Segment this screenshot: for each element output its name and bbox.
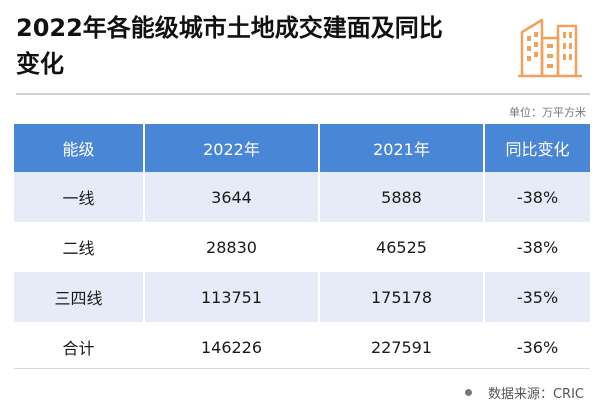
cell-2021: 175178 — [319, 272, 485, 322]
page-title: 2022年各能级城市土地成交建面及同比变化 — [16, 14, 443, 78]
cell-2022: 3644 — [144, 172, 320, 222]
unit-label: 单位：万平方米 — [509, 106, 586, 119]
table-row: 合计 146226 227591 -36% — [14, 322, 590, 372]
title-divider — [16, 93, 590, 95]
city-buildings-icon — [518, 18, 582, 78]
cell-yoy: -35% — [484, 272, 590, 322]
header-2021: 2021年 — [319, 124, 485, 172]
cell-2021: 5888 — [319, 172, 485, 222]
cell-2021: 46525 — [319, 222, 485, 272]
cell-tier: 合计 — [14, 322, 145, 372]
table-row: 三四线 113751 175178 -35% — [14, 272, 590, 322]
cell-yoy: -38% — [484, 222, 590, 272]
source-label: 数据来源：CRIC — [487, 387, 584, 402]
cell-2021: 227591 — [319, 322, 485, 372]
cell-2022: 113751 — [144, 272, 320, 322]
table-row: 一线 3644 5888 -38% — [14, 172, 590, 222]
cell-yoy: -38% — [484, 172, 590, 222]
header-yoy: 同比变化 — [484, 124, 590, 172]
dot-icon — [464, 389, 472, 396]
cell-tier: 一线 — [14, 172, 145, 222]
cell-2022: 146226 — [144, 322, 320, 372]
header-tier: 能级 — [14, 124, 145, 172]
cell-tier: 二线 — [14, 222, 145, 272]
table-row: 二线 28830 46525 -38% — [14, 222, 590, 272]
cell-2022: 28830 — [144, 222, 320, 272]
header-2022: 2022年 — [144, 124, 320, 172]
cell-tier: 三四线 — [14, 272, 145, 322]
data-table: 能级 2022年 2021年 同比变化 一线 3644 5888 -38% 二线… — [14, 124, 590, 372]
cell-yoy: -36% — [484, 322, 590, 372]
table-header-row: 能级 2022年 2021年 同比变化 — [14, 124, 590, 172]
table-bottom-divider — [14, 368, 590, 369]
source-note: 数据来源：CRIC — [464, 383, 584, 402]
